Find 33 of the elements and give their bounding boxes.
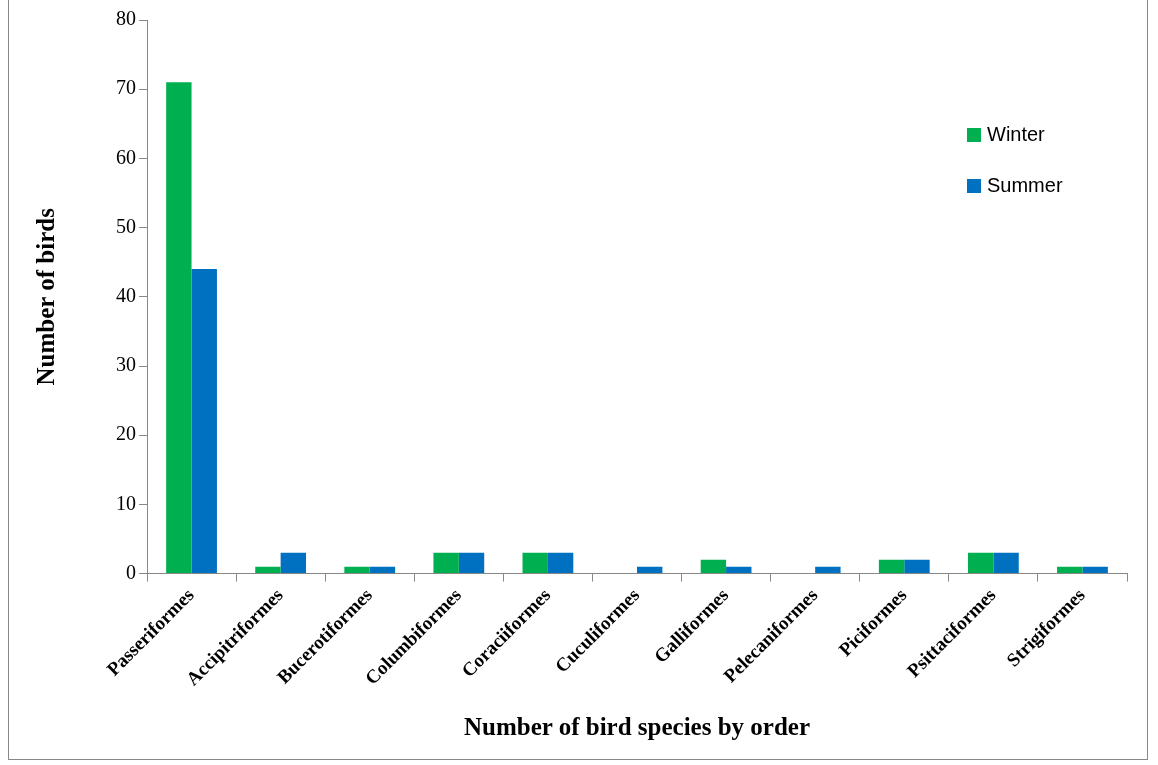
bar <box>191 269 217 574</box>
bar <box>369 566 396 574</box>
y-tick-label: 50 <box>116 214 136 237</box>
bar <box>433 552 459 574</box>
y-tick-label: 70 <box>116 76 136 99</box>
y-tick-label: 40 <box>116 284 136 307</box>
bar <box>280 552 307 574</box>
y-tick-label: 0 <box>126 560 136 583</box>
x-axis-title: Number of bird species by order <box>463 713 811 741</box>
bar <box>967 552 994 574</box>
y-tick-label: 20 <box>116 422 136 445</box>
bar <box>878 559 905 574</box>
bar <box>344 566 370 574</box>
y-tick-label: 30 <box>116 353 136 376</box>
bar <box>522 552 548 574</box>
bar <box>1082 566 1108 574</box>
bar <box>166 82 192 574</box>
bar <box>904 559 930 574</box>
y-axis-title: Number of birds <box>32 207 60 386</box>
bar <box>255 566 281 574</box>
bar <box>458 552 485 574</box>
bar <box>1057 566 1083 574</box>
bar <box>993 552 1019 574</box>
bar <box>726 566 752 574</box>
y-tick-label: 10 <box>116 491 136 514</box>
y-tick-label: 80 <box>116 7 136 30</box>
legend-label: Summer <box>987 173 1063 196</box>
bar <box>547 552 574 574</box>
bar <box>700 559 727 574</box>
bar <box>815 566 841 574</box>
y-tick-label: 60 <box>116 145 136 168</box>
legend-label: Winter <box>987 122 1046 145</box>
bar <box>637 566 663 574</box>
